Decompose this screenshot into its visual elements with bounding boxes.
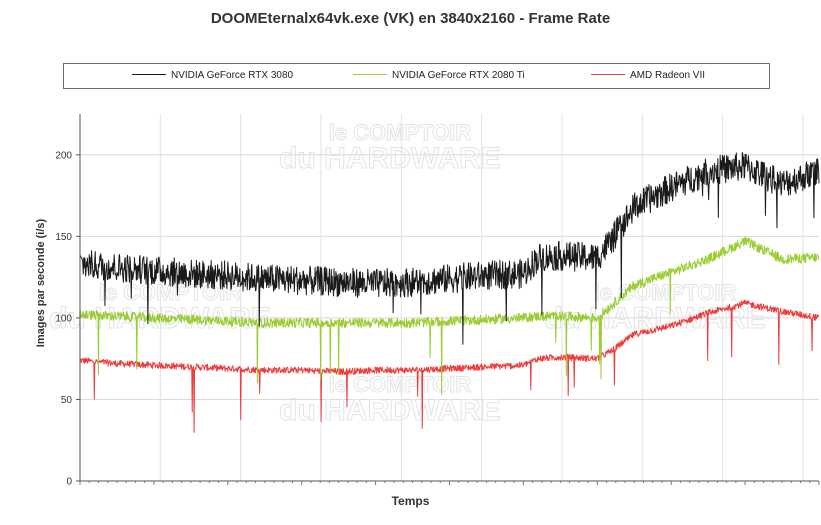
legend-label: NVIDIA GeForce RTX 2080 Ti	[392, 70, 525, 81]
axes: 0 50 100 150 200	[55, 114, 820, 488]
y-tick-label: 50	[61, 395, 73, 406]
series-line-1	[79, 236, 820, 396]
watermark-line: le COMPTOIR	[329, 120, 472, 145]
y-tick-label: 0	[66, 477, 72, 488]
watermark-line: du HARDWARE	[279, 394, 501, 427]
y-tick-label: 100	[55, 313, 72, 324]
series-line-2	[79, 299, 820, 433]
watermark-line: le COMPTOIR	[594, 280, 737, 305]
y-tick-label: 200	[55, 150, 72, 161]
legend-swatch	[353, 73, 387, 75]
legend-swatch	[132, 73, 166, 75]
legend-item-radeon-vii: AMD Radeon VII	[591, 70, 705, 81]
y-tick-label: 150	[55, 232, 72, 243]
chart-title: DOOMEternalx64vk.exe (VK) en 3840x2160 -…	[210, 10, 611, 27]
legend-item-rtx2080ti: NVIDIA GeForce RTX 2080 Ti	[353, 70, 525, 81]
legend-swatch	[591, 73, 625, 75]
watermark-line: le COMPTOIR	[329, 372, 472, 397]
chart-legend: NVIDIA GeForce RTX 3080 NVIDIA GeForce R…	[63, 63, 770, 89]
series-line-0	[79, 152, 820, 345]
legend-item-rtx3080: NVIDIA GeForce RTX 3080	[132, 70, 293, 81]
legend-label: AMD Radeon VII	[630, 70, 706, 81]
watermark-line: du HARDWARE	[279, 142, 501, 175]
legend-label: NVIDIA GeForce RTX 3080	[171, 70, 294, 81]
y-axis-label: Images par seconde (i/s)	[35, 218, 47, 348]
x-axis-label: Temps	[391, 494, 430, 508]
series-lines	[79, 152, 820, 433]
